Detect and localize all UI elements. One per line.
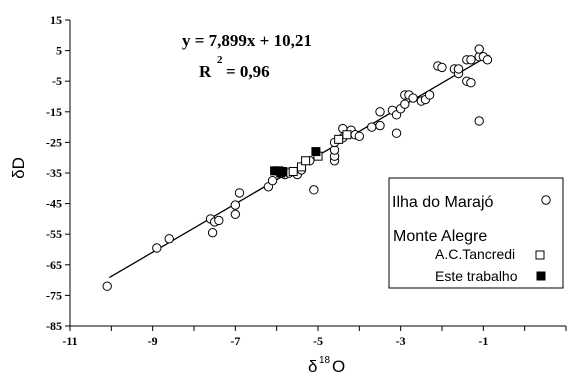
x-tick-label: -3 xyxy=(396,334,406,348)
legend-entry-trabalho-label: Este trabalho xyxy=(435,268,518,284)
r2-label: R xyxy=(199,62,212,81)
point-marajo xyxy=(474,44,484,54)
point-marajo xyxy=(453,64,464,74)
x-ticks: -11 -9 -7 -5 -3 -1 xyxy=(62,326,567,348)
plot-area: 155-5-15-25-35-45-55-65-75-85 -11 -9 -7 -5-… xyxy=(46,13,567,348)
point-marajo xyxy=(354,131,365,141)
x-axis-label: δ 18 O xyxy=(308,355,345,376)
point-marajo xyxy=(230,200,241,210)
point-marajo xyxy=(207,227,218,238)
equation-text: y = 7,899x + 10,21 xyxy=(182,31,312,50)
point-marajo xyxy=(234,188,245,198)
point-marajo xyxy=(437,62,447,73)
legend-entry-tancredi-label: A.C.Tancredi xyxy=(435,246,515,262)
x-tick-label: -5 xyxy=(313,334,323,348)
y-axis-label-text: δD xyxy=(9,157,28,179)
y-tick-label: -65 xyxy=(46,258,62,272)
point-marajo xyxy=(466,78,476,88)
x-axis-label-superscript: 18 xyxy=(319,355,331,366)
point-marajo xyxy=(424,90,435,100)
y-axis-label: δD xyxy=(9,157,28,179)
point-tancredi xyxy=(301,156,311,166)
point-marajo xyxy=(391,128,402,138)
point-marajo xyxy=(400,99,410,109)
y-tick-label: -25 xyxy=(46,135,62,149)
legend-marker-trabalho xyxy=(536,271,546,281)
point-marajo xyxy=(367,122,377,132)
point-marajo xyxy=(309,185,319,195)
y-tick-label: -45 xyxy=(46,197,62,211)
point-marajo xyxy=(329,145,340,155)
r2-superscript: 2 xyxy=(217,54,223,66)
point-tancredi xyxy=(288,166,298,176)
legend: Ilha do Marajó Monte Alegre A.C.Tancredi… xyxy=(388,177,564,289)
legend-marker-tancredi xyxy=(535,250,545,260)
point-marajo xyxy=(482,55,493,65)
point-tancredi xyxy=(334,134,344,144)
x-tick-label: -9 xyxy=(148,334,158,348)
legend-marker-marajo xyxy=(541,195,551,205)
point-marajo xyxy=(375,120,385,131)
legend-entry-marajo-label: Ilha do Marajó xyxy=(392,194,493,211)
point-tancredi xyxy=(342,130,352,140)
point-marajo xyxy=(375,107,385,117)
point-marajo xyxy=(214,215,224,226)
r2-value: = 0,96 xyxy=(226,62,270,81)
point-marajo xyxy=(164,234,174,244)
x-tick-label: -1 xyxy=(478,334,488,348)
y-tick-label: -75 xyxy=(46,288,62,302)
y-tick-label: -35 xyxy=(46,166,62,180)
legend-box xyxy=(388,177,564,289)
point-marajo xyxy=(230,209,241,220)
y-tick-label: -85 xyxy=(46,319,62,333)
point-marajo xyxy=(152,243,162,253)
legend-title: Monte Alegre xyxy=(393,228,487,245)
y-tick-label: -15 xyxy=(46,105,62,119)
point-marajo xyxy=(408,93,418,103)
equation-annotation: y = 7,899x + 10,21 R 2 = 0,96 xyxy=(182,31,312,81)
y-ticks: 15 5 -5 -15 -25 -35 -45 -55 -65 -75 -85 xyxy=(46,13,70,333)
point-marajo xyxy=(267,175,278,186)
x-axis-label-text: O xyxy=(332,357,345,376)
y-tick-label: -5 xyxy=(52,74,62,88)
x-tick-label: -7 xyxy=(230,334,240,348)
point-marajo xyxy=(102,281,112,291)
point-marajo xyxy=(474,116,484,126)
point-marajo xyxy=(466,55,476,65)
data-points xyxy=(102,44,493,291)
y-tick-label: 15 xyxy=(50,13,62,27)
y-tick-label: -55 xyxy=(46,227,62,241)
point-trabalho xyxy=(311,147,321,157)
x-axis-label-symbol: δ xyxy=(308,357,317,376)
point-trabalho xyxy=(276,168,286,178)
x-tick-label: -11 xyxy=(62,334,77,348)
y-tick-label: 5 xyxy=(56,44,62,58)
